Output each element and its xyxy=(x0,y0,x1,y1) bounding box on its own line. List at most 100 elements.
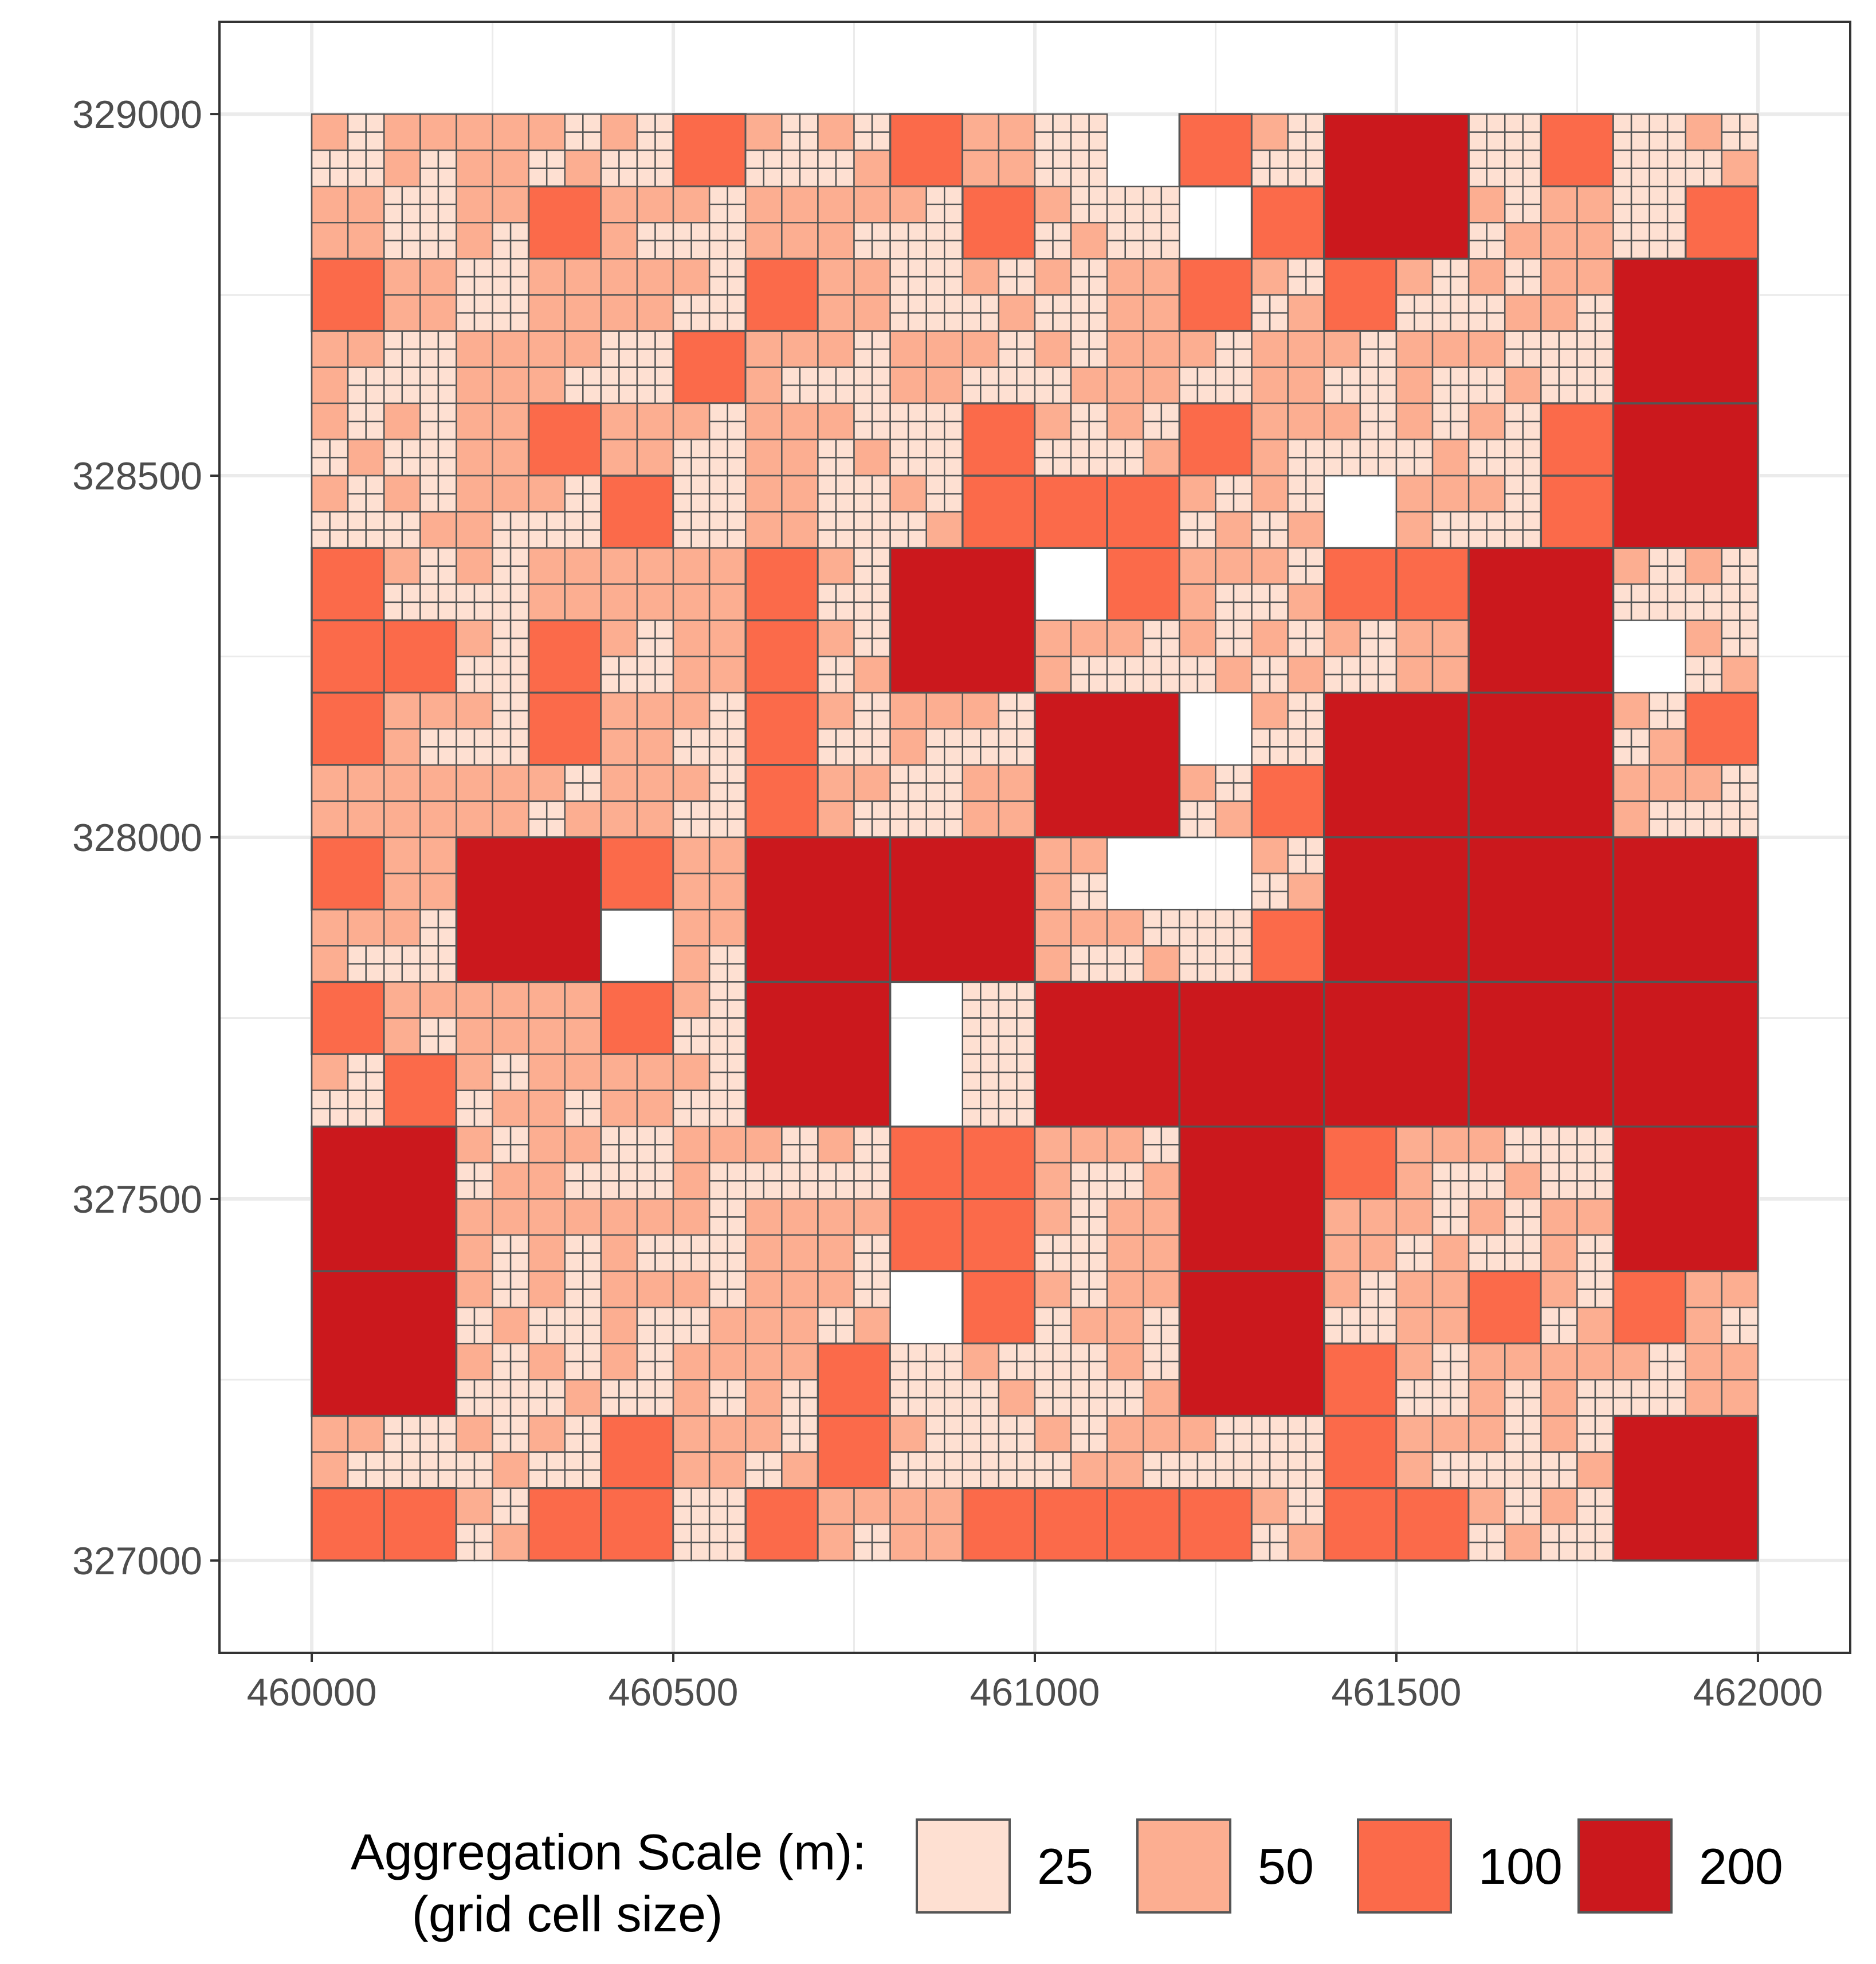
cell-25m xyxy=(871,746,891,766)
cell-25m xyxy=(492,1379,512,1399)
cell-25m xyxy=(1088,348,1108,369)
cell-25m xyxy=(853,385,873,405)
y-tick-label: 328000 xyxy=(72,816,202,860)
cell-100m xyxy=(311,619,386,694)
cell-50m xyxy=(744,1306,783,1344)
cell-50m xyxy=(1251,620,1289,657)
cell-25m xyxy=(944,457,964,477)
cell-50m xyxy=(636,800,674,838)
cell-50m xyxy=(1179,583,1216,621)
cell-50m xyxy=(1143,1234,1180,1272)
cell-25m xyxy=(1649,547,1669,567)
cell-25m xyxy=(1431,258,1451,278)
cell-25m xyxy=(871,1234,891,1254)
cell-25m xyxy=(1341,656,1361,676)
cell-25m xyxy=(889,312,909,332)
cell-25m xyxy=(925,1451,945,1471)
cell-25m xyxy=(1649,113,1669,133)
cell-25m xyxy=(1504,330,1524,350)
cell-25m xyxy=(1431,294,1451,314)
cell-25m xyxy=(1522,1216,1542,1236)
cell-25m xyxy=(944,276,964,296)
cell-50m xyxy=(636,692,674,730)
cell-25m xyxy=(1269,673,1289,693)
cell-25m xyxy=(1576,1397,1596,1417)
cell-50m xyxy=(492,981,529,1019)
cell-100m xyxy=(961,1487,1036,1562)
cell-25m xyxy=(473,1469,493,1489)
cell-25m xyxy=(582,1451,602,1471)
cell-25m xyxy=(708,1107,728,1128)
cell-50m xyxy=(419,764,457,802)
cell-25m xyxy=(944,1433,964,1453)
cell-50m xyxy=(600,583,638,621)
cell-25m xyxy=(383,1433,403,1453)
cell-25m xyxy=(1088,1433,1108,1453)
cell-100m xyxy=(1540,113,1615,188)
cell-50m xyxy=(456,620,493,657)
cell-25m xyxy=(690,728,711,748)
cell-25m xyxy=(383,203,403,224)
cell-25m xyxy=(456,276,476,296)
cell-50m xyxy=(925,1523,964,1562)
cell-25m xyxy=(1233,583,1253,603)
cell-25m xyxy=(564,1252,584,1272)
cell-25m xyxy=(690,438,711,458)
cell-50m xyxy=(1467,330,1506,369)
cell-100m xyxy=(961,1126,1036,1200)
cell-25m xyxy=(365,1089,385,1110)
cell-25m xyxy=(1341,438,1361,458)
cell-25m xyxy=(419,348,439,369)
cell-25m xyxy=(311,149,331,169)
cell-50m xyxy=(1540,1379,1578,1417)
cell-200m xyxy=(744,836,892,983)
cell-25m xyxy=(1233,927,1253,947)
cell-25m xyxy=(564,1469,584,1489)
cell-25m xyxy=(1034,366,1054,386)
cell-50m xyxy=(1323,402,1361,441)
cell-50m xyxy=(636,294,674,332)
cell-25m xyxy=(311,457,331,477)
cell-25m xyxy=(1486,1252,1506,1272)
cell-25m xyxy=(654,167,674,187)
cell-25m xyxy=(708,1523,728,1543)
cell-50m xyxy=(1070,366,1108,405)
cell-25m xyxy=(925,1469,945,1489)
cell-25m xyxy=(871,1180,891,1200)
cell-25m xyxy=(925,746,945,766)
cell-25m xyxy=(1558,1324,1578,1344)
cell-25m xyxy=(1088,1162,1108,1182)
cell-25m xyxy=(492,312,512,332)
cell-100m xyxy=(1540,402,1615,477)
cell-25m xyxy=(1088,673,1108,693)
cell-25m xyxy=(1450,1451,1470,1471)
cell-50m xyxy=(1649,728,1686,766)
cell-25m xyxy=(401,583,421,603)
cell-25m xyxy=(998,276,1018,296)
cell-25m xyxy=(690,529,711,549)
cell-25m xyxy=(365,1451,385,1471)
cell-50m xyxy=(528,475,566,513)
cell-25m xyxy=(509,276,529,296)
cell-25m xyxy=(311,1107,331,1128)
cell-50m xyxy=(817,1234,855,1272)
cell-25m xyxy=(998,385,1018,405)
cell-25m xyxy=(889,438,909,458)
cell-25m xyxy=(1504,1415,1524,1435)
cell-25m xyxy=(1305,1433,1325,1453)
cell-25m xyxy=(1070,457,1090,477)
cell-50m xyxy=(383,149,421,187)
cell-50m xyxy=(1287,511,1325,549)
cell-25m xyxy=(419,1035,439,1055)
cell-25m xyxy=(889,818,909,838)
cell-25m xyxy=(1160,1469,1180,1489)
cell-25m xyxy=(636,620,656,640)
cell-25m xyxy=(1377,673,1398,693)
cell-25m xyxy=(509,1234,529,1254)
cell-25m xyxy=(1179,927,1199,947)
cell-100m xyxy=(1250,185,1325,260)
cell-25m xyxy=(1414,1252,1434,1272)
cell-100m xyxy=(744,764,819,838)
cell-50m xyxy=(636,1270,674,1308)
cell-25m xyxy=(492,222,512,242)
